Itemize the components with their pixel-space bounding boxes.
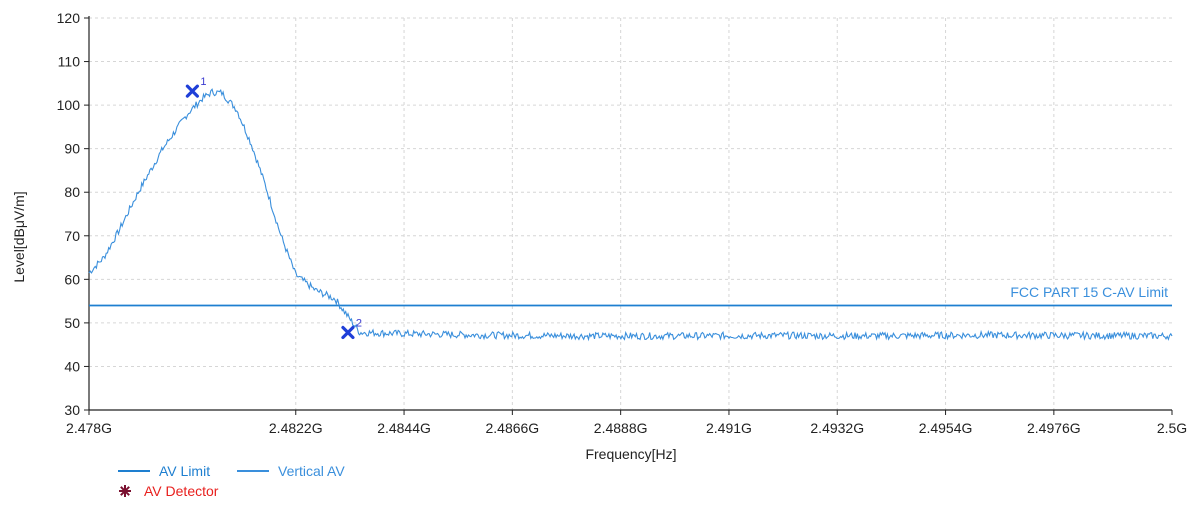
x-tick-label: 2.4932G: [810, 420, 864, 436]
x-tick-label: 2.5G: [1157, 420, 1187, 436]
x-tick-labels: 2.478G 2.4822G 2.4844G 2.4866G 2.4888G 2.491G…: [66, 420, 1187, 436]
legend: AV Limit Vertical AV AV Detector: [118, 463, 345, 499]
x-axis-title: Frequency[Hz]: [585, 446, 676, 462]
y-tick-label: 30: [64, 402, 80, 418]
x-tick-label: 2.4866G: [485, 420, 539, 436]
legend-label: AV Detector: [144, 483, 219, 499]
x-tick-label: 2.491G: [706, 420, 752, 436]
legend-item-av-limit: AV Limit: [118, 463, 210, 479]
x-tick-label: 2.4888G: [594, 420, 648, 436]
marker-2: 2: [341, 317, 362, 340]
y-tick-label: 100: [57, 97, 81, 113]
y-tick-label: 50: [64, 315, 80, 331]
y-tick-label: 70: [64, 228, 80, 244]
x-tick-label: 2.4822G: [269, 420, 323, 436]
y-tick-labels: 30 40 50 60 70 80 90 100 110 120: [57, 10, 81, 418]
legend-item-vertical-av: Vertical AV: [237, 463, 345, 479]
y-tick-label: 90: [64, 141, 80, 157]
legend-label: Vertical AV: [278, 463, 345, 479]
x-tick-label: 2.478G: [66, 420, 112, 436]
x-tick-label: 2.4954G: [919, 420, 973, 436]
y-tick-label: 60: [64, 271, 80, 287]
marker-1: 1: [185, 76, 207, 98]
y-tick-label: 80: [64, 184, 80, 200]
x-tick-label: 2.4844G: [377, 420, 431, 436]
marker-cross: [185, 84, 199, 98]
marker-cross: [341, 325, 355, 340]
marker-label: 2: [356, 317, 362, 329]
series-line-vertical-av: [88, 88, 1173, 342]
y-axis-title: Level[dBμV/m]: [11, 191, 27, 282]
marker-group: 12: [185, 76, 362, 340]
marker-label: 1: [200, 76, 206, 88]
series-group: [88, 88, 1173, 342]
y-tick-label: 120: [57, 10, 81, 26]
limit-label: FCC PART 15 C-AV Limit: [1010, 284, 1168, 300]
star-icon: [119, 485, 131, 497]
legend-label: AV Limit: [159, 463, 210, 479]
x-tick-label: 2.4976G: [1027, 420, 1081, 436]
y-tick-label: 110: [58, 54, 81, 70]
y-tick-label: 40: [64, 358, 80, 374]
legend-item-av-detector: AV Detector: [119, 483, 219, 499]
grid: [89, 17, 1172, 410]
axes: [84, 16, 1173, 415]
